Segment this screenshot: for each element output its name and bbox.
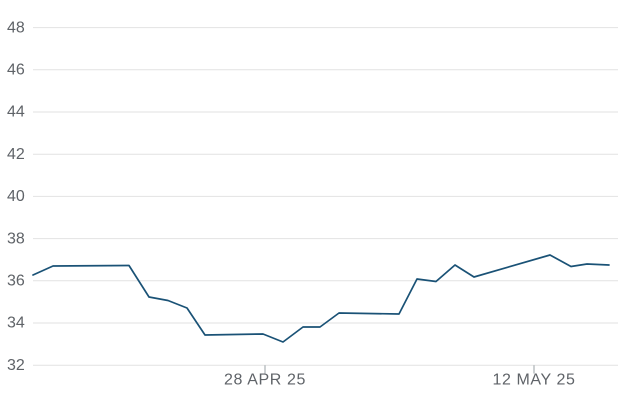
svg-text:42: 42 [7,146,25,163]
svg-text:34: 34 [7,315,25,332]
svg-text:44: 44 [7,104,25,121]
svg-text:46: 46 [7,62,25,79]
svg-text:48: 48 [7,19,25,36]
svg-text:12 MAY 25: 12 MAY 25 [492,372,575,389]
svg-text:38: 38 [7,230,25,247]
svg-text:28 APR 25: 28 APR 25 [224,372,306,389]
svg-text:36: 36 [7,273,25,290]
svg-text:32: 32 [7,357,25,374]
svg-text:40: 40 [7,188,25,205]
